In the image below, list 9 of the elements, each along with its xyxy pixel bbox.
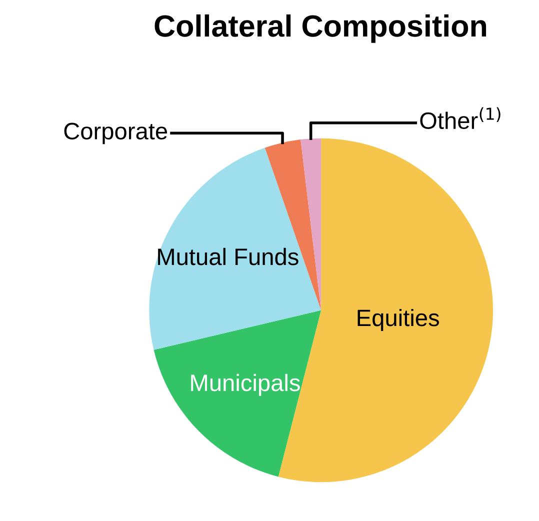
pie-slice xyxy=(300,138,322,310)
slice-label: Corporate xyxy=(64,122,168,144)
slice-label: Mutual Funds xyxy=(158,248,298,266)
pie-slice xyxy=(154,310,322,477)
slice-label: Municipals xyxy=(191,374,300,396)
pie-slice xyxy=(149,148,322,350)
slice-label: Equities xyxy=(358,308,439,331)
slice-label: Other$^{(1)}$ xyxy=(420,107,500,130)
chart-title: Collateral Composition xyxy=(154,14,486,43)
